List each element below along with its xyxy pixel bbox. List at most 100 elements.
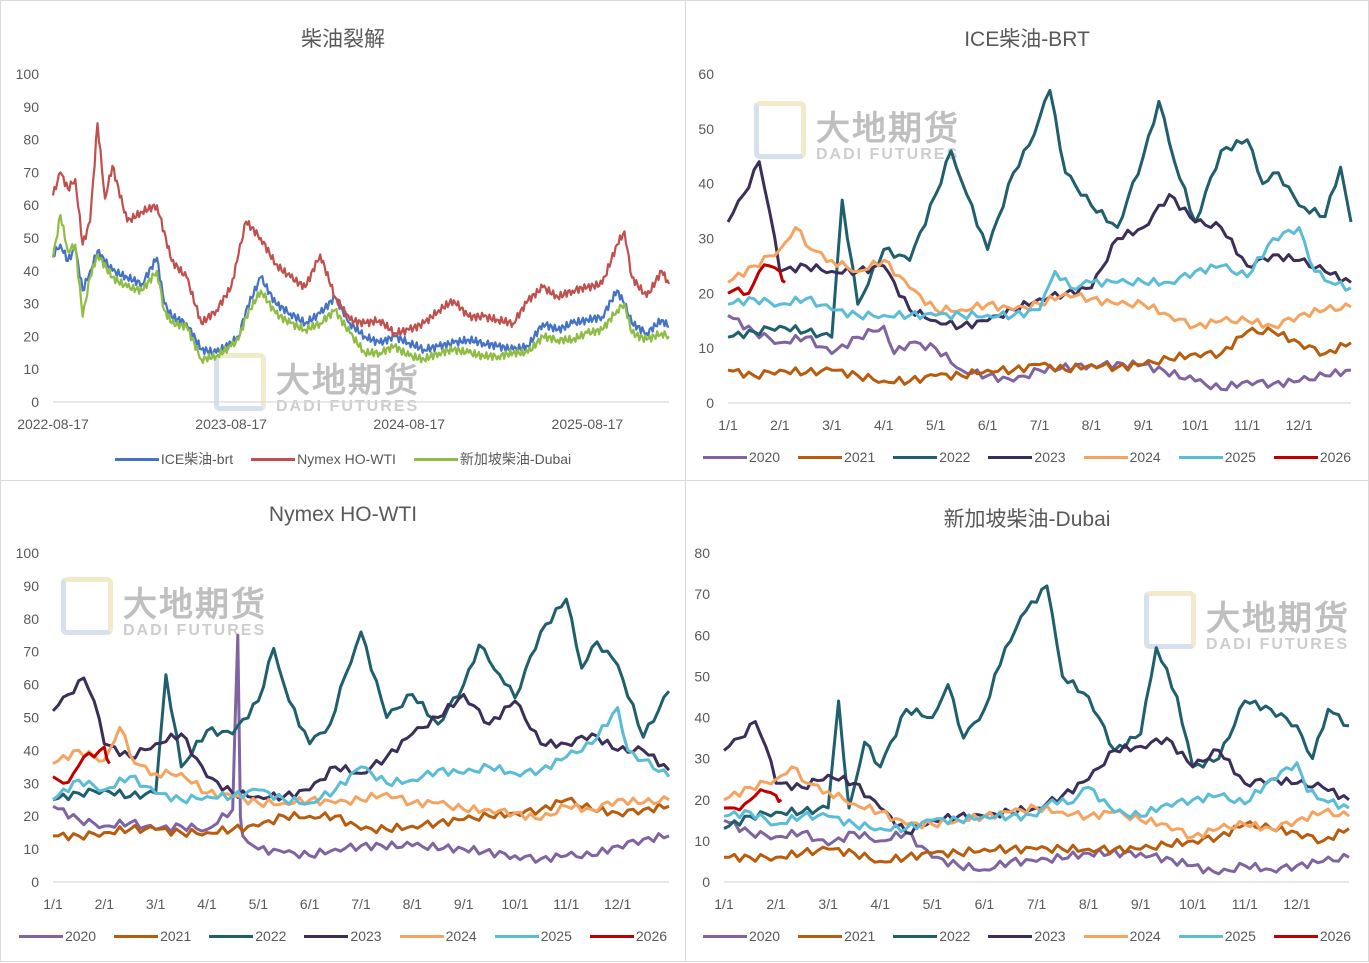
y-tick-label: 10 bbox=[694, 833, 710, 849]
legend-item: Nymex HO-WTI bbox=[251, 449, 396, 469]
legend-label: 2022 bbox=[939, 449, 971, 465]
legend-label: 新加坡柴油-Dubai bbox=[459, 451, 572, 467]
chart-title: ICE柴油-BRT bbox=[964, 28, 1090, 51]
x-tick-label: 3/1 bbox=[818, 896, 838, 912]
series-line-2026 bbox=[52, 745, 111, 785]
series-line-2026 bbox=[727, 263, 786, 296]
legend-item: 2020 bbox=[702, 449, 781, 465]
legend-label: 2025 bbox=[1224, 449, 1256, 465]
legend-label: 2024 bbox=[1129, 449, 1161, 465]
x-tick-label: 12/1 bbox=[1285, 417, 1312, 433]
y-tick-label: 80 bbox=[23, 611, 39, 627]
x-tick-label: 5/1 bbox=[249, 896, 269, 912]
y-tick-label: 30 bbox=[698, 231, 714, 247]
series-line-2025 bbox=[723, 761, 1350, 834]
x-tick-label: 6/1 bbox=[975, 896, 995, 912]
y-tick-label: 0 bbox=[31, 394, 39, 410]
series-line-Nymex HO-WTI bbox=[51, 122, 671, 337]
legend-label: 2024 bbox=[1129, 928, 1161, 944]
x-tick-label: 12/1 bbox=[604, 896, 631, 912]
x-tick-label: 4/1 bbox=[197, 896, 217, 912]
legend-label: 2021 bbox=[844, 928, 876, 944]
chart-plot: 0 10 20 30 40 50 60 1/1 2/1 3/1 4/1 5/1 6/1 7/1 8/1 9/1… bbox=[698, 66, 1353, 433]
x-tick-label: 9/1 bbox=[1131, 896, 1151, 912]
y-tick-label: 100 bbox=[16, 66, 40, 82]
legend-item: 2025 bbox=[1178, 928, 1256, 944]
chart-title: Nymex HO-WTI bbox=[268, 503, 418, 526]
legend-swatch bbox=[18, 934, 63, 938]
y-tick-label: 10 bbox=[23, 841, 39, 857]
legend-item: 2020 bbox=[18, 928, 96, 944]
y-tick-label: 50 bbox=[694, 668, 710, 684]
legend-swatch bbox=[114, 934, 159, 938]
legend-item: 2021 bbox=[798, 928, 875, 944]
x-tick-label: 10/1 bbox=[501, 896, 528, 912]
y-tick-label: 20 bbox=[23, 808, 39, 824]
series-line-2026 bbox=[723, 788, 783, 812]
y-tick-label: 60 bbox=[694, 627, 710, 643]
x-tick-label: 7/1 bbox=[1027, 896, 1047, 912]
legend-label: 2020 bbox=[748, 928, 781, 944]
series-line-2022 bbox=[727, 88, 1353, 340]
x-tick-label: 8/1 bbox=[403, 896, 423, 912]
y-tick-label: 80 bbox=[23, 132, 39, 148]
series-line-2024 bbox=[723, 765, 1350, 840]
legend-swatch bbox=[893, 455, 938, 459]
y-tick-label: 60 bbox=[698, 66, 714, 82]
legend-item: 2025 bbox=[494, 928, 572, 944]
y-tick-label: 10 bbox=[23, 361, 39, 377]
chart-panel-nymex-ho-wti: Nymex HO-WTI 大地期货 DADI FUTURES 0 10 20 30 40… bbox=[0, 480, 686, 962]
series-line-2024 bbox=[727, 226, 1352, 330]
y-tick-label: 40 bbox=[694, 710, 710, 726]
legend-swatch bbox=[1273, 455, 1318, 459]
legend-swatch bbox=[304, 934, 349, 938]
legend-item: ICE柴油-brt bbox=[114, 449, 233, 469]
y-tick-label: 0 bbox=[31, 874, 39, 890]
chart-legend: 2020 2021 2022 2023 2024 2025 2026 bbox=[686, 449, 1368, 465]
x-tick-label: 2022-08-17 bbox=[17, 416, 89, 432]
x-tick-label: 11/1 bbox=[1232, 896, 1258, 912]
legend-item: 2021 bbox=[114, 928, 191, 944]
y-tick-label: 40 bbox=[23, 263, 39, 279]
x-tick-label: 6/1 bbox=[978, 417, 998, 433]
legend-label: 2026 bbox=[635, 928, 668, 944]
series-line-2022 bbox=[52, 597, 671, 802]
legend-label: 2020 bbox=[748, 449, 781, 465]
legend-item: 新加坡柴油-Dubai bbox=[413, 449, 572, 469]
x-tick-label: 3/1 bbox=[146, 896, 166, 912]
series-line-2025 bbox=[727, 226, 1352, 321]
x-tick-label: 10/1 bbox=[1179, 896, 1206, 912]
legend-item: 2022 bbox=[209, 928, 286, 944]
y-tick-label: 60 bbox=[23, 197, 39, 213]
legend-item: 2025 bbox=[1178, 449, 1256, 465]
legend-label: 2025 bbox=[1224, 928, 1256, 944]
x-tick-label: 3/1 bbox=[822, 417, 842, 433]
legend-swatch bbox=[399, 934, 444, 938]
y-tick-label: 30 bbox=[23, 296, 39, 312]
x-tick-label: 5/1 bbox=[923, 896, 943, 912]
series-line-2024 bbox=[52, 725, 670, 821]
x-tick-label: 11/1 bbox=[1234, 417, 1260, 433]
chart-legend: 2020 2021 2022 2023 2024 2025 2026 bbox=[686, 928, 1368, 944]
y-tick-label: 70 bbox=[694, 586, 710, 602]
legend-label: 2026 bbox=[1319, 449, 1352, 465]
legend-item: 2026 bbox=[589, 928, 668, 944]
legend-swatch bbox=[893, 934, 938, 938]
y-tick-label: 40 bbox=[23, 742, 39, 758]
y-tick-label: 30 bbox=[23, 775, 39, 791]
chart-legend: ICE柴油-brt Nymex HO-WTI 新加坡柴油-Dubai bbox=[1, 449, 685, 469]
series-line-2020 bbox=[723, 818, 1350, 876]
legend-label: 2026 bbox=[1319, 928, 1352, 944]
x-tick-label: 4/1 bbox=[874, 417, 894, 433]
x-tick-label: 11/1 bbox=[553, 896, 579, 912]
y-tick-label: 50 bbox=[23, 710, 39, 726]
legend-label: 2022 bbox=[255, 928, 287, 944]
chart-panel-ice-brt: ICE柴油-BRT 大地期货 DADI FUTURES 0 10 20 30 40 50 6… bbox=[685, 0, 1369, 481]
legend-item: 2021 bbox=[798, 449, 875, 465]
chart-legend: 2020 2021 2022 2023 2024 2025 2026 bbox=[1, 928, 685, 944]
series-line-ICE柴油-brt bbox=[52, 243, 669, 356]
x-tick-label: 5/1 bbox=[926, 417, 946, 433]
series-line-2025 bbox=[52, 706, 671, 806]
x-tick-label: 2/1 bbox=[770, 417, 790, 433]
x-tick-label: 9/1 bbox=[454, 896, 474, 912]
